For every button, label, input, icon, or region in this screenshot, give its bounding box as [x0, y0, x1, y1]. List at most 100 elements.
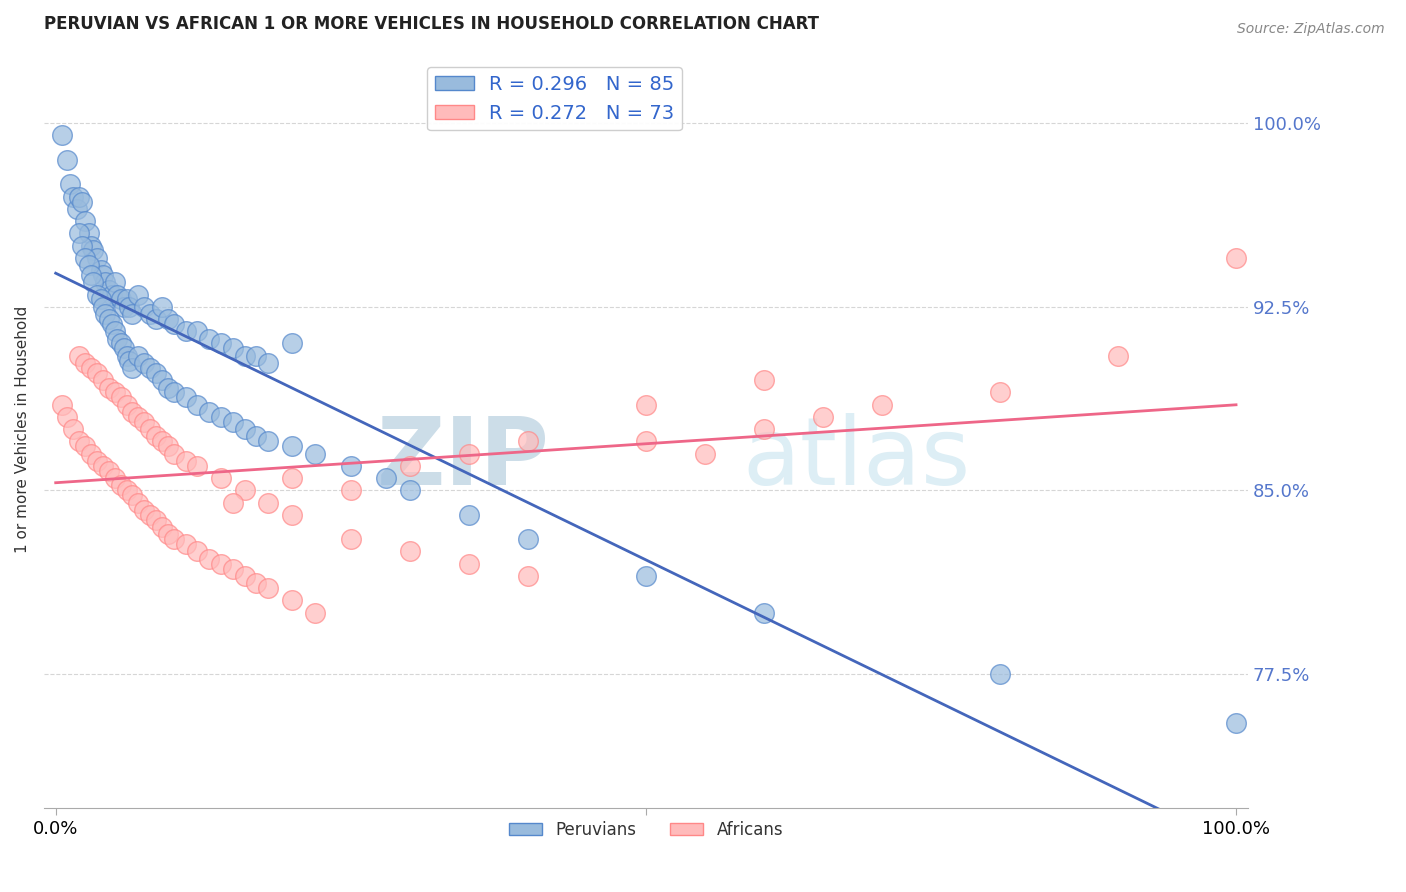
Point: [112, 342, 135, 356]
Point: [121, 405, 143, 419]
Point: [62, 422, 84, 436]
Point: [115, 349, 138, 363]
Point: [516, 569, 538, 583]
Point: [121, 307, 143, 321]
Point: [101, 287, 124, 301]
Point: [97, 283, 120, 297]
Point: [209, 471, 232, 485]
Point: [80, 268, 103, 282]
Point: [174, 324, 197, 338]
Point: [104, 471, 127, 485]
Point: [51, 128, 73, 143]
Point: [516, 533, 538, 547]
Point: [82, 244, 104, 258]
Point: [86, 454, 108, 468]
Point: [398, 458, 420, 473]
Point: [209, 409, 232, 424]
Point: [67, 189, 90, 203]
Point: [139, 422, 162, 436]
Point: [80, 447, 103, 461]
Point: [56, 409, 79, 424]
Point: [110, 478, 132, 492]
Point: [115, 398, 138, 412]
Point: [75, 439, 97, 453]
Point: [375, 471, 398, 485]
Point: [75, 214, 97, 228]
Point: [1225, 715, 1247, 730]
Point: [457, 447, 479, 461]
Point: [198, 405, 221, 419]
Point: [209, 336, 232, 351]
Point: [457, 508, 479, 522]
Point: [150, 300, 173, 314]
Point: [186, 398, 208, 412]
Point: [105, 287, 128, 301]
Point: [811, 409, 834, 424]
Point: [304, 447, 326, 461]
Point: [1225, 251, 1247, 265]
Point: [77, 258, 100, 272]
Point: [198, 551, 221, 566]
Point: [67, 434, 90, 449]
Point: [634, 434, 657, 449]
Point: [752, 606, 775, 620]
Point: [339, 533, 361, 547]
Point: [118, 353, 141, 368]
Point: [281, 593, 304, 607]
Point: [339, 483, 361, 498]
Point: [145, 312, 167, 326]
Point: [110, 336, 132, 351]
Point: [163, 385, 186, 400]
Point: [75, 251, 97, 265]
Point: [67, 349, 90, 363]
Point: [752, 422, 775, 436]
Point: [186, 544, 208, 558]
Point: [134, 415, 156, 429]
Point: [97, 380, 120, 394]
Point: [145, 366, 167, 380]
Point: [1107, 349, 1129, 363]
Point: [134, 503, 156, 517]
Point: [139, 361, 162, 376]
Point: [101, 317, 124, 331]
Text: ZIP: ZIP: [377, 414, 550, 506]
Point: [257, 495, 280, 509]
Point: [245, 429, 267, 443]
Point: [134, 300, 156, 314]
Point: [66, 202, 89, 216]
Point: [91, 268, 114, 282]
Point: [110, 293, 132, 307]
Point: [398, 483, 420, 498]
Point: [186, 324, 208, 338]
Point: [90, 263, 112, 277]
Point: [281, 471, 304, 485]
Point: [104, 275, 127, 289]
Point: [516, 434, 538, 449]
Point: [209, 557, 232, 571]
Point: [70, 194, 93, 209]
Point: [145, 429, 167, 443]
Point: [174, 454, 197, 468]
Point: [198, 332, 221, 346]
Point: [67, 227, 90, 241]
Point: [75, 356, 97, 370]
Point: [233, 483, 256, 498]
Point: [186, 458, 208, 473]
Point: [281, 508, 304, 522]
Point: [110, 390, 132, 404]
Point: [90, 293, 112, 307]
Point: [257, 434, 280, 449]
Point: [222, 561, 245, 575]
Point: [634, 569, 657, 583]
Point: [156, 312, 179, 326]
Point: [70, 238, 93, 252]
Point: [86, 366, 108, 380]
Point: [105, 332, 128, 346]
Point: [115, 293, 138, 307]
Legend: Peruvians, Africans: Peruvians, Africans: [502, 814, 790, 846]
Point: [56, 153, 79, 167]
Point: [150, 373, 173, 387]
Point: [139, 508, 162, 522]
Point: [97, 464, 120, 478]
Point: [118, 300, 141, 314]
